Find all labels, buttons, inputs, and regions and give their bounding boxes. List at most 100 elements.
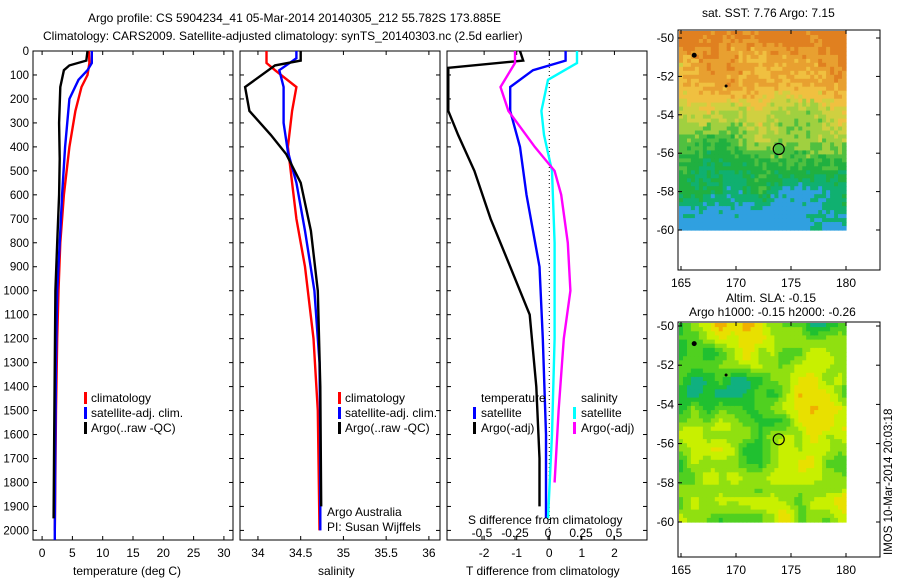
heatmap-cell <box>679 459 684 465</box>
heatmap-cell <box>694 86 700 92</box>
heatmap-cell <box>718 174 724 179</box>
heatmap-cell <box>706 414 712 419</box>
heatmap-cell <box>754 166 760 171</box>
heatmap-cell <box>778 468 783 473</box>
heatmap-cell <box>687 202 692 207</box>
heatmap-cell <box>702 46 708 52</box>
heatmap-cell <box>690 335 696 341</box>
heatmap-cell <box>687 405 692 411</box>
heatmap-cell <box>683 50 688 56</box>
heatmap-cell <box>679 517 684 523</box>
heatmap-cell <box>818 335 823 341</box>
heatmap-cell <box>687 66 692 72</box>
heatmap-cell <box>690 110 696 116</box>
heatmap-cell <box>698 480 704 486</box>
heatmap-cell <box>694 447 700 453</box>
heatmap-cell <box>806 122 811 128</box>
heatmap-cell <box>742 443 748 448</box>
heatmap-cell <box>722 134 728 140</box>
heatmap-cell <box>702 364 708 370</box>
heatmap-cell <box>746 439 752 444</box>
heatmap-cell <box>802 214 807 219</box>
heatmap-cell <box>694 142 700 147</box>
heatmap-cell <box>679 98 684 104</box>
heatmap-cell <box>683 497 688 502</box>
heatmap-cell <box>782 513 787 519</box>
heatmap-cell <box>722 78 728 84</box>
heatmap-cell <box>798 74 803 80</box>
heatmap-cell <box>786 426 791 432</box>
heatmap-cell <box>714 66 720 72</box>
heatmap-cell <box>742 455 748 461</box>
heatmap-cell <box>730 106 736 112</box>
heatmap-cell <box>762 323 768 328</box>
heatmap-cell <box>834 335 839 341</box>
heatmap-cell <box>842 393 847 399</box>
heatmap-cell <box>774 509 779 515</box>
heatmap-cell <box>790 134 795 140</box>
heatmap-cell <box>806 35 811 40</box>
heatmap-cell <box>694 78 700 84</box>
heatmap-cell <box>758 138 764 144</box>
heatmap-cell <box>842 455 847 461</box>
heatmap-cell <box>794 447 799 453</box>
heatmap-cell <box>738 106 744 112</box>
heatmap-cell <box>778 335 783 341</box>
heatmap-cell <box>730 459 736 465</box>
heatmap-cell <box>822 422 827 428</box>
heatmap-cell <box>774 472 779 477</box>
heatmap-cell <box>830 194 835 199</box>
heatmap-cell <box>798 480 803 486</box>
heatmap-cell <box>826 222 831 227</box>
heatmap-cell <box>683 66 688 72</box>
heatmap-cell <box>706 178 712 183</box>
heatmap-cell <box>730 114 736 120</box>
heatmap-cell <box>679 174 684 179</box>
heatmap-cell <box>774 110 779 116</box>
heatmap-cell <box>838 82 843 88</box>
heatmap-cell <box>706 447 712 453</box>
heatmap-cell <box>806 451 811 457</box>
heatmap-cell <box>766 226 772 231</box>
heatmap-cell <box>730 393 736 399</box>
heatmap-cell <box>754 82 760 88</box>
temperature-legend: climatology satellite-adj. clim. Argo(..… <box>84 391 183 435</box>
heatmap-cell <box>714 31 720 36</box>
heatmap-cell <box>818 142 823 147</box>
heatmap-cell <box>702 78 708 84</box>
heatmap-cell <box>679 339 684 345</box>
heatmap-cell <box>786 476 791 482</box>
heatmap-cell <box>790 443 795 448</box>
heatmap-cell <box>734 206 740 211</box>
y-tick-label: 900 <box>10 262 29 274</box>
heatmap-cell <box>786 106 791 112</box>
x-tick-label: 2 <box>611 546 618 560</box>
heatmap-cell <box>754 162 760 167</box>
heatmap-cell <box>730 464 736 469</box>
heatmap-cell <box>690 194 696 199</box>
heatmap-cell <box>754 74 760 80</box>
heatmap-cell <box>774 90 779 96</box>
heatmap-cell <box>734 70 740 76</box>
heatmap-cell <box>842 214 847 219</box>
heatmap-cell <box>802 464 807 469</box>
lat-tick-label: -52 <box>657 358 675 372</box>
heatmap-cell <box>702 90 708 96</box>
heatmap-cell <box>826 385 831 390</box>
heatmap-cell <box>794 150 799 155</box>
heatmap-cell <box>786 162 791 167</box>
heatmap-cell <box>834 493 839 498</box>
heatmap-cell <box>698 118 704 124</box>
heatmap-cell <box>798 393 803 399</box>
heatmap-cell <box>810 194 815 199</box>
heatmap-cell <box>730 472 736 477</box>
heatmap-cell <box>818 78 823 84</box>
heatmap-cell <box>694 158 700 163</box>
heatmap-cell <box>714 468 720 473</box>
heatmap-cell <box>718 376 724 382</box>
heatmap-cell <box>806 198 811 203</box>
heatmap-cell <box>750 488 756 494</box>
heatmap-cell <box>722 356 728 361</box>
heatmap-cell <box>710 418 716 424</box>
heatmap-cell <box>774 464 779 469</box>
